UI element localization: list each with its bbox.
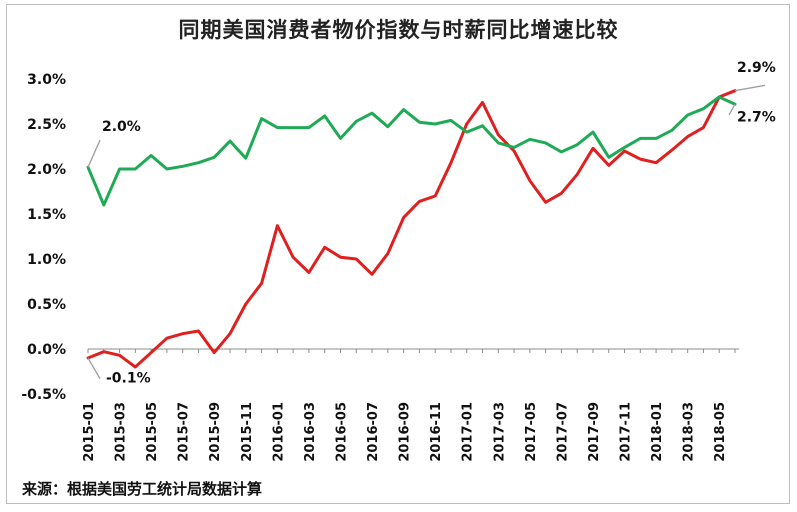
- y-tick-label: -0.5%: [21, 387, 66, 403]
- x-tick-label: 2015-01: [82, 402, 97, 462]
- callout-label: -0.1%: [106, 370, 151, 386]
- chart-title: 同期美国消费者物价指数与时薪同比增速比较: [178, 18, 619, 42]
- x-tick-label: 2016-01: [271, 402, 286, 462]
- y-tick-label: 3.0%: [27, 72, 66, 88]
- callout-leader: [728, 103, 736, 116]
- series-line-0: [86, 89, 737, 369]
- callouts: 2.0% -0.1% 2.9% 2.7%: [87, 60, 776, 386]
- x-tick-label: 2016-07: [366, 402, 381, 462]
- x-tick-label: 2016-11: [429, 402, 444, 462]
- x-tick-label: 2018-05: [713, 402, 728, 462]
- x-tick-label: 2015-11: [240, 402, 255, 462]
- y-tick-label: 0.5%: [27, 297, 66, 313]
- x-tick-label: 2015-07: [177, 402, 192, 462]
- x-tick-label: 2017-07: [555, 402, 570, 462]
- x-tick-label: 2017-01: [461, 402, 476, 462]
- y-tick-label: 2.0%: [27, 162, 66, 178]
- x-tick-label: 2016-03: [303, 402, 318, 462]
- callout-label: 2.0%: [102, 119, 141, 135]
- y-tick-label: 1.0%: [27, 252, 66, 268]
- callout-leader: [87, 357, 101, 380]
- x-tick-label: 2015-03: [114, 402, 129, 462]
- x-tick-label: 2015-09: [208, 402, 223, 462]
- source-note: 来源：根据美国劳工统计局数据计算: [22, 480, 263, 498]
- x-tick-label: 2017-03: [492, 402, 507, 462]
- x-tick-label: 2015-05: [145, 402, 160, 462]
- x-tick-label: 2016-09: [398, 402, 413, 462]
- y-axis: 3.0% 2.5% 2.0% 1.5% 1.0% 0.5% 0.0% -0.5%: [21, 72, 66, 403]
- series-line-1: [86, 95, 737, 207]
- y-tick-label: 2.5%: [27, 117, 66, 133]
- callout-leader: [734, 84, 766, 92]
- x-axis: [87, 348, 739, 353]
- x-tick-label: 2017-05: [524, 402, 539, 462]
- y-tick-label: 1.5%: [27, 207, 66, 223]
- callout-label: 2.7%: [737, 109, 776, 125]
- x-tick-label: 2018-01: [650, 402, 665, 462]
- x-tick-label: 2018-03: [682, 402, 697, 462]
- series-layer: [86, 89, 737, 369]
- callout-leader: [87, 139, 101, 168]
- callout-label: 2.9%: [737, 60, 776, 76]
- chart-frame: [6, 4, 790, 504]
- y-tick-label: 0.0%: [27, 342, 66, 358]
- x-tick-label: 2016-05: [334, 402, 349, 462]
- x-tick-label: 2017-09: [587, 402, 602, 462]
- x-tick-label: 2017-11: [619, 402, 634, 462]
- x-axis-ticks: 2015-01 2015-03 2015-05 2015-07 2015-09 2015-…: [82, 402, 728, 462]
